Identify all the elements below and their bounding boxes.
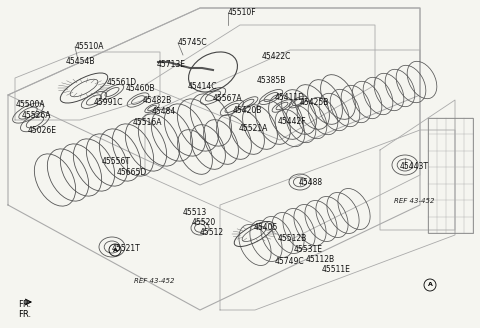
Text: REF 43-452: REF 43-452 (394, 198, 434, 204)
Text: 45665D: 45665D (117, 168, 147, 177)
Text: 45454B: 45454B (66, 57, 96, 66)
Text: 45500A: 45500A (16, 100, 46, 109)
Text: REF 43-452: REF 43-452 (134, 278, 175, 284)
Bar (428, 118, 473, 233)
Text: 45482B: 45482B (143, 96, 172, 105)
Text: 45713E: 45713E (157, 60, 186, 69)
Text: 45443T: 45443T (400, 162, 429, 171)
Text: 45521T: 45521T (112, 244, 141, 253)
Text: 45385B: 45385B (257, 76, 287, 85)
Text: 45112B: 45112B (306, 255, 335, 264)
Text: 45512B: 45512B (278, 234, 307, 243)
Text: FR.: FR. (18, 300, 31, 309)
Text: 45425B: 45425B (300, 98, 329, 107)
Text: 45745C: 45745C (178, 38, 208, 47)
Text: 45420B: 45420B (233, 106, 263, 115)
Text: 45442F: 45442F (278, 117, 307, 126)
Text: 45510F: 45510F (228, 8, 257, 17)
Text: 45414C: 45414C (188, 82, 217, 91)
Text: 45520: 45520 (192, 218, 216, 227)
Text: 45531E: 45531E (294, 245, 323, 254)
Text: 45516A: 45516A (133, 118, 163, 127)
Text: 45556T: 45556T (102, 157, 131, 166)
Text: 45513: 45513 (183, 208, 207, 217)
Text: 45991C: 45991C (94, 98, 123, 107)
Text: 45484: 45484 (152, 107, 176, 116)
Text: 45567A: 45567A (213, 94, 242, 103)
Text: 45512: 45512 (200, 228, 224, 237)
Text: 45405: 45405 (254, 223, 278, 232)
Text: 45422C: 45422C (262, 52, 291, 61)
Text: A: A (428, 282, 432, 288)
Text: 45460B: 45460B (126, 84, 156, 93)
Text: 45411D: 45411D (275, 93, 305, 102)
Text: 45561D: 45561D (107, 78, 137, 87)
Text: 45510A: 45510A (75, 42, 105, 51)
Text: 45511E: 45511E (322, 265, 351, 274)
Text: 45749C: 45749C (275, 257, 305, 266)
Text: 45026E: 45026E (28, 126, 57, 135)
Text: 45521A: 45521A (239, 124, 268, 133)
Text: 45526A: 45526A (22, 111, 51, 120)
Text: FR.: FR. (18, 310, 31, 319)
Text: 45488: 45488 (299, 178, 323, 187)
Text: A: A (113, 248, 118, 253)
